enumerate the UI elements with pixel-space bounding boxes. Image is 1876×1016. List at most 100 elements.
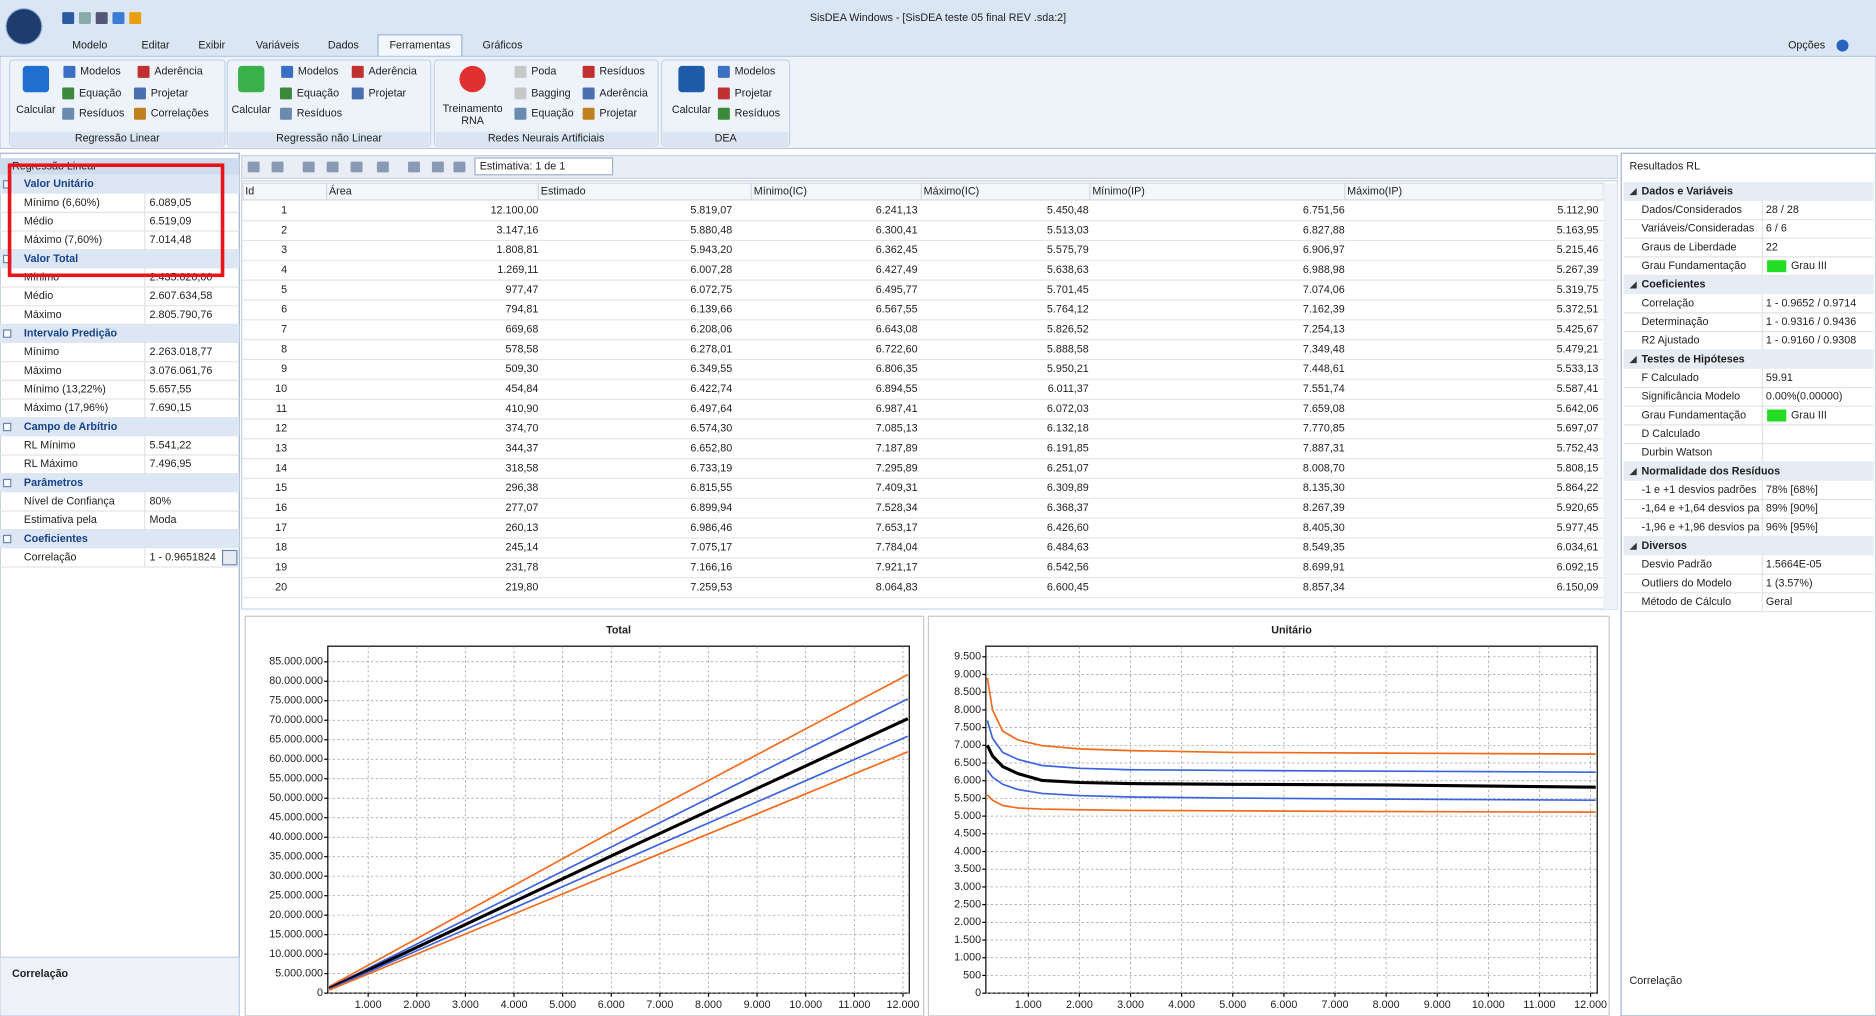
result-value: 28 / 28 bbox=[1766, 204, 1799, 216]
small-button-label[interactable]: Resíduos bbox=[599, 66, 644, 78]
cell: 5.864,22 bbox=[1557, 482, 1599, 494]
x-tick-label: 10.000 bbox=[789, 999, 822, 1011]
cell: 6.542,56 bbox=[1047, 562, 1089, 574]
property-label: Máximo bbox=[24, 309, 62, 321]
column-header[interactable]: Mínimo(IP) bbox=[1092, 185, 1145, 197]
section-title[interactable]: Campo de Arbítrio bbox=[24, 421, 118, 433]
small-button-label[interactable]: Modelos bbox=[80, 66, 121, 78]
section-header bbox=[1623, 182, 1874, 201]
small-button-icon bbox=[351, 65, 364, 78]
section-title[interactable]: Coeficientes bbox=[1642, 279, 1706, 291]
menu-tab[interactable]: Exibir bbox=[198, 39, 225, 51]
help-icon[interactable] bbox=[1836, 39, 1849, 52]
menu-tab[interactable]: Ferramentas bbox=[389, 39, 450, 51]
small-button-label[interactable]: Poda bbox=[531, 66, 556, 78]
small-button-label[interactable]: Correlações bbox=[151, 108, 209, 120]
big-button-icon[interactable] bbox=[459, 65, 486, 93]
y-tick-label: 5.500 bbox=[954, 792, 981, 804]
cell: 5.513,03 bbox=[1047, 224, 1089, 236]
small-button-label[interactable]: Bagging bbox=[531, 87, 570, 99]
app-button[interactable] bbox=[5, 7, 43, 45]
small-button-icon bbox=[717, 107, 730, 120]
cell: 6.208,06 bbox=[690, 324, 732, 336]
big-button-label[interactable]: Calcular bbox=[672, 104, 712, 116]
small-button-label[interactable]: Modelos bbox=[735, 66, 776, 78]
small-button-label[interactable]: Projetar bbox=[735, 87, 773, 99]
section-title[interactable]: Coeficientes bbox=[24, 533, 88, 545]
section-title[interactable]: Testes de Hipóteses bbox=[1642, 353, 1745, 365]
small-button-label[interactable]: Equação bbox=[297, 87, 339, 99]
cell: 16 bbox=[275, 502, 287, 514]
small-button-label[interactable]: Aderência bbox=[599, 87, 647, 99]
small-button-label[interactable]: Projetar bbox=[369, 87, 407, 99]
cell: 6.309,89 bbox=[1047, 482, 1089, 494]
cell: 6.426,60 bbox=[1047, 522, 1089, 534]
column-header[interactable]: Mínimo(IC) bbox=[754, 185, 807, 197]
cell: 19 bbox=[275, 562, 287, 574]
column-header[interactable]: Área bbox=[329, 184, 352, 197]
cell: 6.007,28 bbox=[690, 264, 732, 276]
column-header[interactable]: Máximo(IP) bbox=[1347, 185, 1402, 197]
property-value: 7.014,48 bbox=[150, 234, 192, 246]
group-label-band bbox=[228, 131, 430, 147]
x-tick-label: 12.000 bbox=[887, 999, 920, 1011]
small-button-label[interactable]: Projetar bbox=[599, 108, 637, 120]
section-title[interactable]: Intervalo Predição bbox=[24, 328, 118, 340]
cell: 5.950,21 bbox=[1047, 363, 1089, 375]
property-value: 1 - 0.9651824 bbox=[150, 551, 216, 563]
menu-tab[interactable]: Editar bbox=[141, 39, 170, 51]
result-value: Grau III bbox=[1791, 409, 1827, 421]
menu-tab[interactable]: Dados bbox=[328, 39, 359, 51]
big-button-label[interactable]: Calcular bbox=[232, 104, 272, 116]
big-button-label[interactable]: RNA bbox=[461, 115, 485, 127]
section-title[interactable]: Dados e Variáveis bbox=[1642, 185, 1733, 197]
cell: 6.986,46 bbox=[690, 522, 732, 534]
small-button-label[interactable]: Resíduos bbox=[735, 108, 780, 120]
small-button-icon bbox=[134, 107, 146, 120]
section-header bbox=[0, 417, 240, 437]
small-button-label[interactable]: Modelos bbox=[298, 66, 339, 78]
cell: 6.733,19 bbox=[690, 462, 732, 474]
cell: 8.699,91 bbox=[1303, 562, 1345, 574]
small-button-label[interactable]: Resíduos bbox=[297, 108, 342, 120]
cell: 5.372,51 bbox=[1557, 304, 1599, 316]
menu-tab[interactable]: Variáveis bbox=[256, 39, 299, 51]
menu-tab[interactable]: Gráficos bbox=[482, 39, 522, 51]
small-button-label[interactable]: Equação bbox=[531, 108, 573, 120]
big-button-label[interactable]: Treinamento bbox=[443, 103, 503, 115]
y-tick-label: 65.000.000 bbox=[269, 734, 323, 746]
cell: 5.977,45 bbox=[1557, 522, 1599, 534]
section-title[interactable]: Parâmetros bbox=[24, 477, 83, 489]
cell: 6.349,55 bbox=[690, 363, 732, 375]
section-title[interactable]: Valor Total bbox=[24, 253, 78, 265]
small-button-label[interactable]: Resíduos bbox=[79, 108, 124, 120]
small-button-label[interactable]: Projetar bbox=[151, 87, 189, 99]
cell: 6.600,45 bbox=[1047, 581, 1089, 593]
cell: 8.267,39 bbox=[1303, 502, 1345, 514]
options-menu[interactable]: Opções bbox=[1788, 39, 1825, 51]
column-header[interactable]: Id bbox=[245, 185, 254, 197]
small-button-label[interactable]: Aderência bbox=[154, 66, 202, 78]
y-tick-label: 4.500 bbox=[954, 828, 981, 840]
group-label: Regressão não Linear bbox=[276, 133, 382, 145]
column-header[interactable]: Estimado bbox=[541, 185, 586, 197]
cell: 6.191,85 bbox=[1047, 443, 1089, 455]
cell: 6.241,13 bbox=[876, 205, 918, 217]
title-bar bbox=[0, 0, 1876, 57]
property-value: 7.690,15 bbox=[150, 402, 192, 414]
property-value: 6.089,05 bbox=[150, 197, 192, 209]
cell: 5.808,15 bbox=[1557, 462, 1599, 474]
big-button-label[interactable]: Calcular bbox=[16, 104, 56, 116]
small-button-label[interactable]: Equação bbox=[79, 87, 121, 99]
cell: 7.921,17 bbox=[876, 562, 918, 574]
small-button-label[interactable]: Aderência bbox=[369, 66, 417, 78]
section-title[interactable]: Diversos bbox=[1642, 540, 1687, 552]
toolbar-icon bbox=[350, 161, 363, 173]
section-header bbox=[1623, 350, 1874, 369]
y-tick-label: 5.000 bbox=[954, 810, 981, 822]
menu-tab[interactable]: Modelo bbox=[72, 39, 107, 51]
big-button-icon bbox=[22, 65, 50, 93]
column-header[interactable]: Máximo(IC) bbox=[924, 185, 980, 197]
section-title[interactable]: Normalidade dos Resíduos bbox=[1642, 465, 1781, 477]
section-title[interactable]: Valor Unitário bbox=[24, 178, 94, 190]
